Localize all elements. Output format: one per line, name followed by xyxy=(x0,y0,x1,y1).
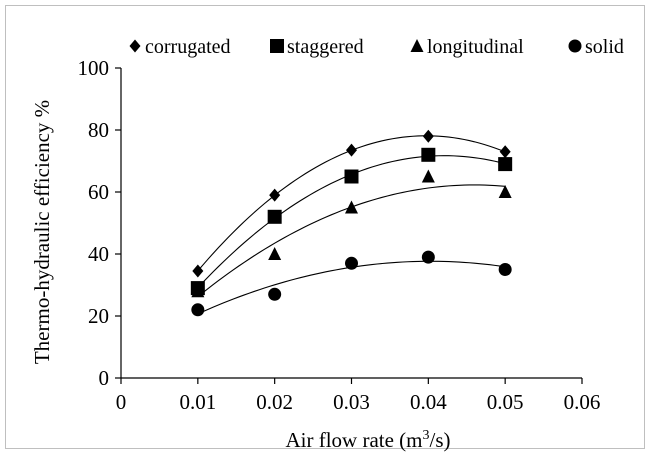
data-point-staggered xyxy=(267,209,282,224)
axes: 0 0.01 0.02 0.03 0.04 0.05 0.06 0 20 40 60 80 100 xyxy=(78,56,601,414)
data-point-corrugated xyxy=(422,129,434,143)
legend-item-solid: solid xyxy=(568,36,624,58)
y-tick-label: 40 xyxy=(88,242,109,266)
y-tick-label: 60 xyxy=(88,180,109,204)
legend-label-staggered: staggered xyxy=(287,36,364,58)
legend-marker-solid xyxy=(568,39,582,53)
chart-frame xyxy=(5,5,645,449)
data-point-staggered xyxy=(498,157,513,172)
data-points xyxy=(190,129,513,317)
legend-label-corrugated: corrugated xyxy=(145,36,231,58)
x-ticks: 0 0.01 0.02 0.03 0.04 0.05 0.06 xyxy=(116,378,601,414)
data-point-staggered xyxy=(344,169,359,184)
legend: corrugated staggered longitudinal solid xyxy=(129,36,624,58)
legend-item-longitudinal: longitudinal xyxy=(410,36,524,58)
x-tick-label: 0.06 xyxy=(564,390,601,414)
legend-marker-staggered xyxy=(270,39,284,53)
x-tick-label: 0.05 xyxy=(487,390,524,414)
x-tick-label: 0.03 xyxy=(333,390,370,414)
data-point-longitudinal xyxy=(345,200,358,214)
trendlines xyxy=(197,135,506,315)
data-point-solid xyxy=(345,256,358,270)
x-axis-title: Air flow rate (m3/s) xyxy=(285,428,450,452)
y-tick-label: 0 xyxy=(99,366,110,390)
data-point-corrugated xyxy=(499,145,511,159)
data-point-longitudinal xyxy=(498,185,512,198)
data-point-corrugated xyxy=(346,143,357,157)
data-point-solid xyxy=(421,250,435,264)
data-point-longitudinal xyxy=(191,284,205,298)
data-point-longitudinal xyxy=(268,247,282,260)
x-tick-label: 0.04 xyxy=(410,390,447,414)
data-point-corrugated xyxy=(192,264,204,278)
legend-marker-corrugated xyxy=(129,39,141,53)
y-tick-label: 80 xyxy=(88,118,109,142)
legend-label-longitudinal: longitudinal xyxy=(427,36,524,58)
legend-item-staggered: staggered xyxy=(270,36,364,58)
x-tick-label: 0 xyxy=(116,390,127,414)
y-ticks: 0 20 40 60 80 100 xyxy=(78,56,121,390)
legend-label-solid: solid xyxy=(585,36,624,58)
y-axis-title: Thermo-hydraulic efficiency % xyxy=(30,100,54,364)
x-tick-label: 0.02 xyxy=(256,390,293,414)
data-point-staggered xyxy=(421,147,436,162)
x-tick-label: 0.01 xyxy=(179,390,216,414)
data-point-longitudinal xyxy=(421,169,435,183)
data-point-solid xyxy=(191,303,205,317)
y-tick-label: 100 xyxy=(78,56,110,80)
data-point-solid xyxy=(268,287,282,301)
data-point-corrugated xyxy=(269,188,281,202)
y-tick-label: 20 xyxy=(88,304,109,328)
legend-item-corrugated: corrugated xyxy=(129,36,231,58)
legend-marker-longitudinal xyxy=(410,39,424,52)
data-point-solid xyxy=(498,263,512,276)
